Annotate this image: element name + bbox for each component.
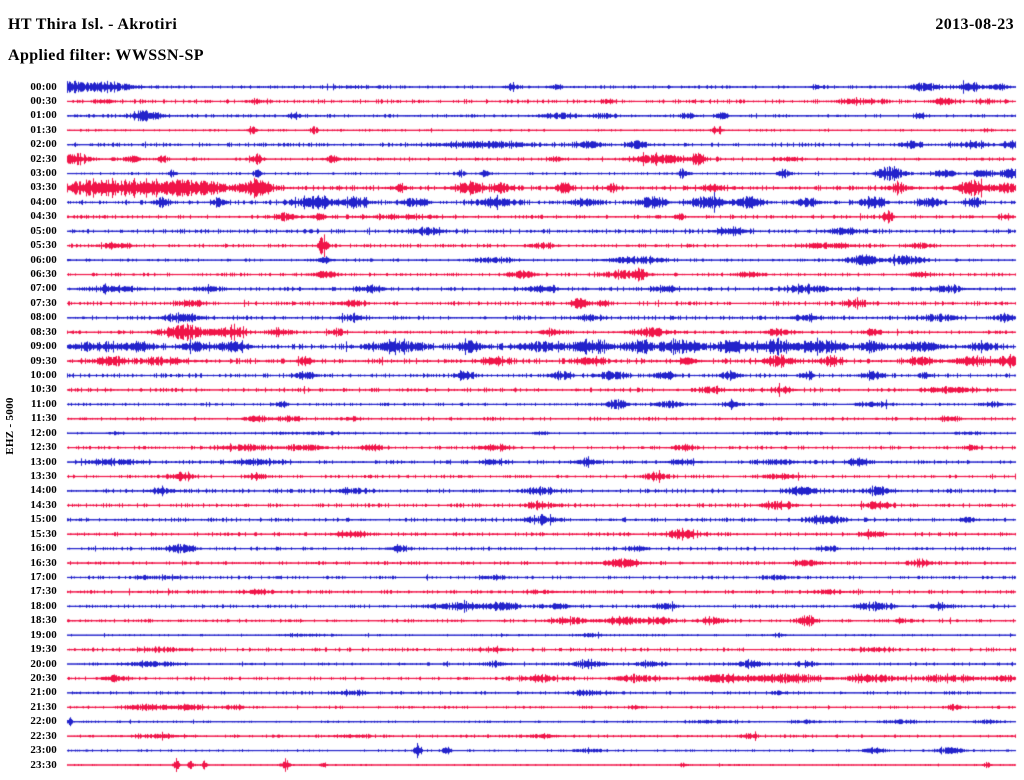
time-label: 07:00 <box>30 282 57 295</box>
time-label: 09:00 <box>30 340 57 353</box>
time-label: 02:00 <box>30 138 57 151</box>
time-label: 14:00 <box>30 484 57 497</box>
time-label: 01:00 <box>30 109 57 122</box>
time-label: 23:30 <box>30 758 57 771</box>
time-label: 00:30 <box>30 94 57 107</box>
time-label: 11:30 <box>30 412 57 425</box>
time-label: 05:00 <box>30 224 57 237</box>
time-label: 00:00 <box>30 80 57 93</box>
time-label: 11:00 <box>30 397 57 410</box>
time-label: 20:30 <box>30 671 57 684</box>
time-label: 19:30 <box>30 643 57 656</box>
time-label: 07:30 <box>30 296 57 309</box>
time-label: 13:00 <box>30 455 57 468</box>
time-label: 02:30 <box>30 152 57 165</box>
time-label: 13:30 <box>30 469 57 482</box>
applied-filter-label: Applied filter: WWSSN-SP <box>8 47 204 64</box>
time-label: 21:30 <box>30 700 57 713</box>
time-label: 22:30 <box>30 729 57 742</box>
time-label: 06:00 <box>30 253 57 266</box>
time-label: 14:30 <box>30 498 57 511</box>
time-label: 05:30 <box>30 239 57 252</box>
time-label: 21:00 <box>30 686 57 699</box>
time-label: 23:00 <box>30 744 57 757</box>
time-label: 12:30 <box>30 441 57 454</box>
time-label: 09:30 <box>30 354 57 367</box>
time-label: 18:30 <box>30 614 57 627</box>
time-label: 08:00 <box>30 311 57 324</box>
time-label: 08:30 <box>30 325 57 338</box>
time-label: 18:00 <box>30 599 57 612</box>
time-label: 16:30 <box>30 556 57 569</box>
time-label: 12:00 <box>30 426 57 439</box>
time-label: 10:30 <box>30 383 57 396</box>
time-label: 20:00 <box>30 657 57 670</box>
time-label: 03:00 <box>30 167 57 180</box>
time-label: 22:00 <box>30 715 57 728</box>
time-label: 19:00 <box>30 628 57 641</box>
time-label: 15:30 <box>30 527 57 540</box>
time-label: 04:30 <box>30 210 57 223</box>
time-label: 06:30 <box>30 268 57 281</box>
time-label: 17:00 <box>30 570 57 583</box>
time-label: 15:00 <box>30 513 57 526</box>
station-title: HT Thira Isl. - Akrotiri <box>8 16 178 33</box>
time-label: 01:30 <box>30 123 57 136</box>
time-label: 16:00 <box>30 542 57 555</box>
time-label: 10:00 <box>30 369 57 381</box>
date-label: 2013-08-23 <box>935 16 1014 33</box>
time-label: 03:30 <box>30 181 57 194</box>
time-label: 17:30 <box>30 585 57 598</box>
time-label: 04:00 <box>30 195 57 208</box>
